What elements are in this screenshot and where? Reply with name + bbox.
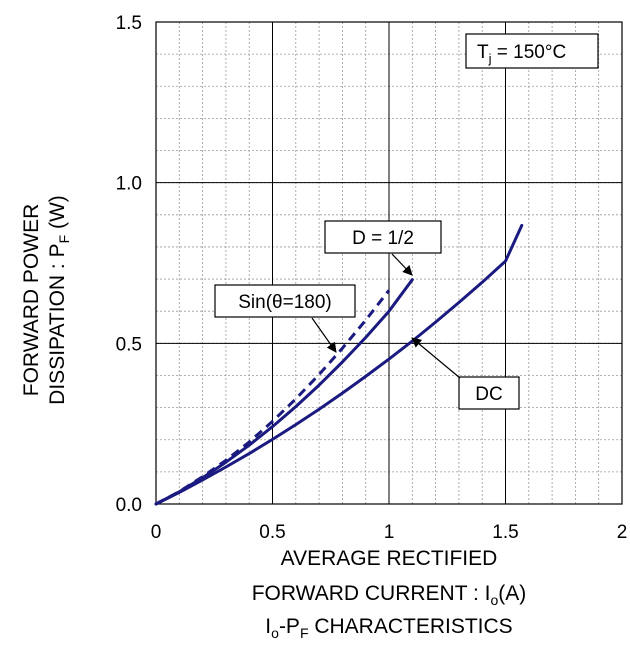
x-axis-title-line2: FORWARD CURRENT : Io(A) — [252, 582, 527, 608]
annotation-d-half: D = 1/2 — [324, 220, 442, 276]
plot-frame — [155, 21, 623, 505]
x-axis-title-line1: AVERAGE RECTIFIED — [281, 547, 498, 570]
annotation-dc-arrow — [411, 337, 461, 379]
y-axis-title-line2: DISSIPATION : PF (W) — [46, 195, 72, 405]
x-tick-label: 2 — [617, 522, 628, 543]
series-line-dc — [154, 223, 524, 506]
y-tick-label: 0.0 — [116, 495, 142, 516]
annotation-dc: DC — [411, 337, 520, 410]
y-tick-labels: 0.0 0.5 1.0 1.5 — [116, 13, 142, 516]
annotation-dc-label: DC — [475, 384, 502, 405]
series-layer — [154, 223, 524, 506]
x-tick-labels: 0 0.5 1 1.5 2 — [151, 522, 628, 543]
x-tick-label: 1.5 — [492, 522, 518, 543]
annotation-d-half-label: D = 1/2 — [352, 228, 414, 249]
x-tick-label: 0.5 — [259, 522, 285, 543]
annotation-sin-label: Sin(θ=180) — [238, 292, 331, 313]
x-tick-label: 0 — [151, 522, 162, 543]
annotation-d-half-arrow — [391, 253, 413, 276]
annotation-sin: Sin(θ=180) — [214, 284, 356, 353]
condition-box: Tj = 150°C — [465, 33, 599, 69]
x-tick-label: 1 — [384, 522, 395, 543]
series-line-sin-180 — [155, 289, 391, 506]
y-axis-title: FORWARD POWER DISSIPATION : PF (W) — [20, 195, 72, 405]
y-axis-title-line1: FORWARD POWER — [20, 204, 43, 397]
y-tick-label: 1.5 — [116, 13, 142, 34]
annotation-sin-arrow — [311, 317, 337, 353]
y-tick-label: 1.0 — [116, 174, 142, 195]
condition-label: Tj = 150°C — [477, 42, 566, 66]
y-tick-label: 0.5 — [116, 334, 142, 355]
chart-caption: Io-PF CHARACTERISTICS — [265, 615, 512, 641]
